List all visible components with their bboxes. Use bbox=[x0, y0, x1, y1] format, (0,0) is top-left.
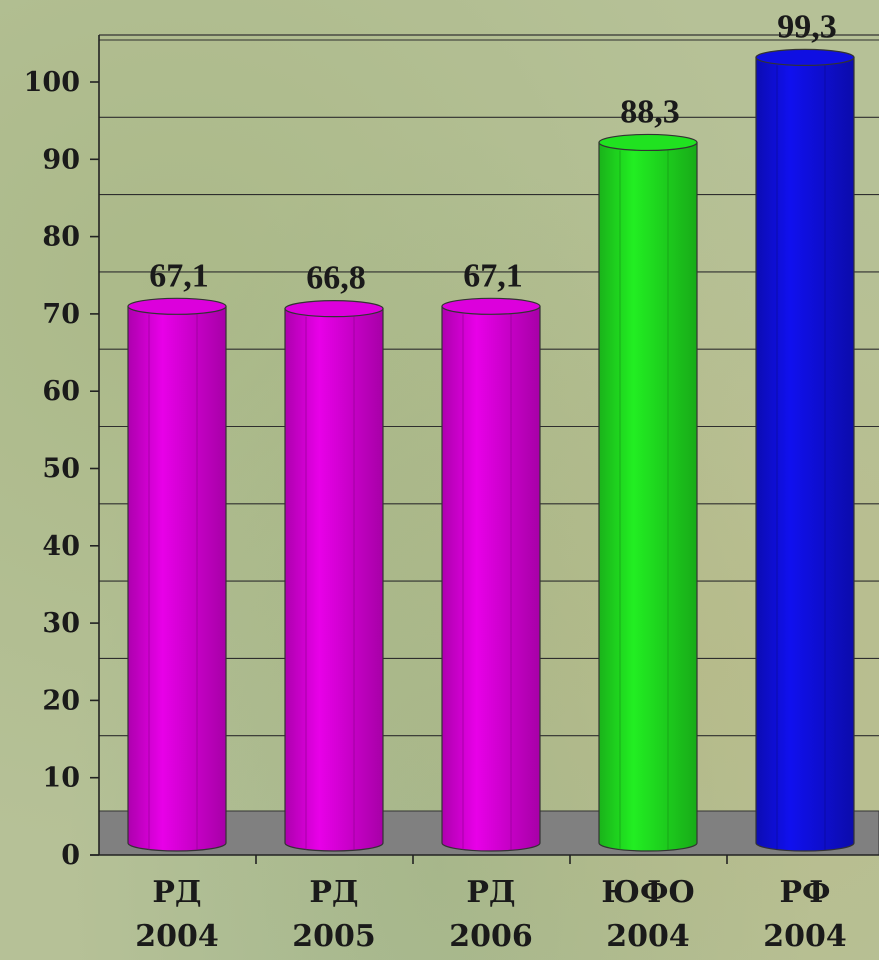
y-tick-label: 50 bbox=[42, 454, 80, 485]
bars bbox=[127, 48, 855, 852]
value-labels: 67,1 66,8 67,1 88,3 99,3 bbox=[149, 8, 837, 296]
value-label-3: 88,3 bbox=[620, 93, 680, 130]
bar-top bbox=[284, 300, 384, 318]
bar-top bbox=[755, 48, 855, 67]
value-label-4: 99,3 bbox=[777, 8, 837, 45]
category-label-1: РД 2005 bbox=[292, 875, 376, 954]
category-line-2: 2004 bbox=[606, 919, 690, 954]
bar-0 bbox=[127, 297, 227, 852]
y-axis-ticks: 0 10 20 30 40 50 60 70 80 90 100 bbox=[24, 67, 99, 871]
category-line-1: РД bbox=[309, 875, 358, 910]
value-label-2: 67,1 bbox=[463, 257, 523, 294]
y-tick-label: 20 bbox=[42, 685, 80, 716]
category-label-0: РД 2004 bbox=[135, 875, 219, 954]
bar-body bbox=[127, 305, 227, 852]
bar-3 bbox=[598, 133, 698, 852]
category-line-2: 2005 bbox=[292, 919, 376, 954]
bar-top bbox=[127, 297, 227, 315]
y-tick-label: 70 bbox=[42, 299, 80, 330]
bar-body bbox=[284, 308, 384, 852]
category-label-4: РФ 2004 bbox=[763, 875, 847, 954]
y-tick-label: 90 bbox=[42, 144, 80, 175]
bar-body bbox=[598, 141, 698, 852]
y-tick-label: 60 bbox=[42, 376, 80, 407]
bar-body bbox=[755, 56, 855, 852]
category-line-1: РД bbox=[466, 875, 515, 910]
y-tick-label: 100 bbox=[24, 67, 80, 98]
y-tick-label: 30 bbox=[42, 608, 80, 639]
category-line-2: 2004 bbox=[763, 919, 847, 954]
category-label-3: ЮФО 2004 bbox=[601, 875, 694, 954]
axes bbox=[90, 35, 879, 864]
category-line-1: РД bbox=[152, 875, 201, 910]
category-line-1: ЮФО bbox=[601, 875, 694, 910]
x-axis-labels: РД 2004 РД 2005 РД 2006 ЮФО 2004 РФ 2004 bbox=[135, 875, 847, 954]
value-label-1: 66,8 bbox=[306, 260, 366, 297]
y-tick-label: 80 bbox=[42, 222, 80, 253]
y-tick-label: 10 bbox=[42, 763, 80, 794]
y-tick-label: 0 bbox=[61, 840, 80, 871]
category-line-1: РФ bbox=[779, 875, 830, 910]
y-tick-label: 40 bbox=[42, 531, 80, 562]
bar-4 bbox=[755, 48, 855, 852]
category-line-2: 2004 bbox=[135, 919, 219, 954]
bar-2 bbox=[441, 297, 541, 852]
value-label-0: 67,1 bbox=[149, 257, 209, 294]
category-line-2: 2006 bbox=[449, 919, 533, 954]
category-label-2: РД 2006 bbox=[449, 875, 533, 954]
bar-top bbox=[598, 133, 698, 152]
bar-body bbox=[441, 305, 541, 852]
bar-top bbox=[441, 297, 541, 315]
bar-1 bbox=[284, 300, 384, 852]
